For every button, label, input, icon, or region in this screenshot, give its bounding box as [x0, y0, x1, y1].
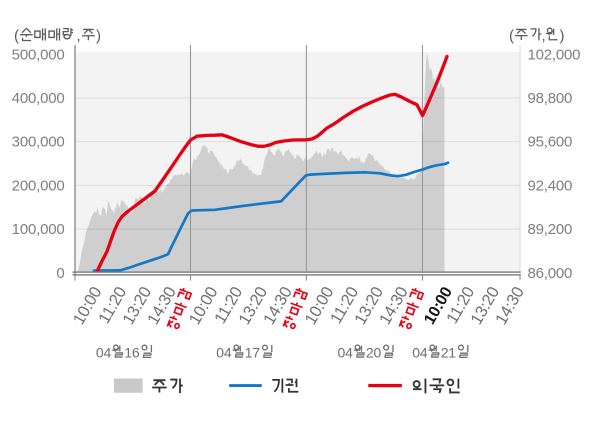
svg-text:16: 16 [124, 345, 140, 361]
svg-text:(: ( [509, 28, 514, 45]
svg-text:04: 04 [412, 345, 428, 361]
svg-text:04: 04 [96, 345, 112, 361]
svg-text:,: , [77, 28, 81, 45]
svg-text:500,000: 500,000 [12, 46, 65, 63]
svg-text:200,000: 200,000 [12, 177, 65, 194]
svg-text:): ) [560, 28, 565, 45]
svg-text:17: 17 [245, 345, 261, 361]
svg-text:86,000: 86,000 [528, 265, 573, 282]
svg-text:04: 04 [216, 345, 232, 361]
svg-text:102,000: 102,000 [528, 46, 581, 63]
svg-text:): ) [96, 28, 101, 45]
svg-text:21: 21 [441, 345, 457, 361]
svg-text:0: 0 [56, 265, 64, 282]
svg-text:04: 04 [338, 345, 354, 361]
svg-text:(: ( [14, 28, 19, 45]
svg-text:400,000: 400,000 [12, 90, 65, 107]
svg-text:100,000: 100,000 [12, 221, 65, 238]
svg-text:300,000: 300,000 [12, 134, 65, 151]
svg-text:20: 20 [366, 345, 382, 361]
svg-text:89,200: 89,200 [528, 221, 573, 238]
svg-text:92,400: 92,400 [528, 177, 573, 194]
svg-text:98,800: 98,800 [528, 90, 573, 107]
svg-text:,: , [542, 28, 546, 45]
svg-text:95,600: 95,600 [528, 134, 573, 151]
